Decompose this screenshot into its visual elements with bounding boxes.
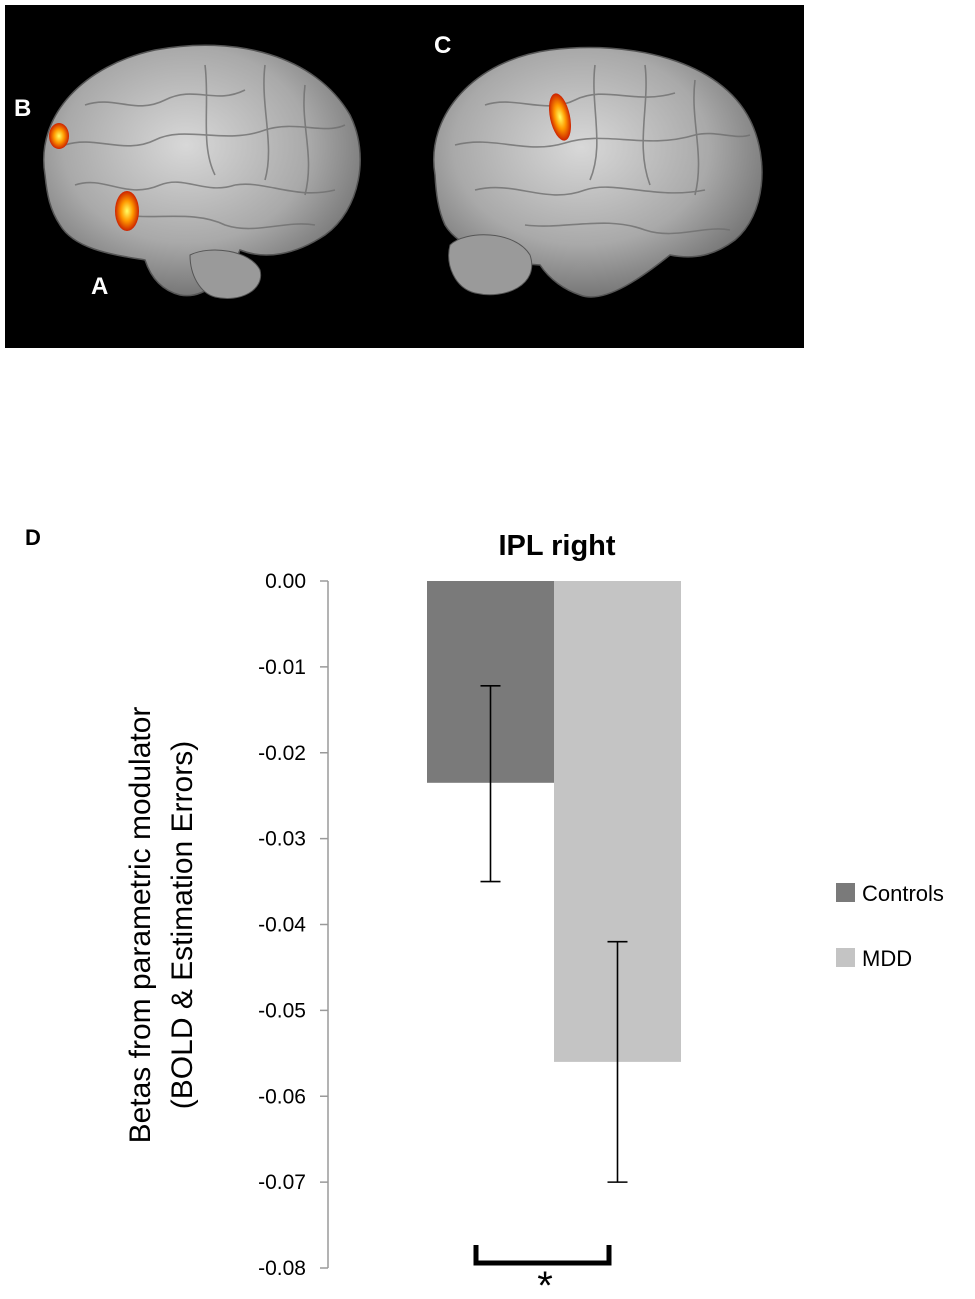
panel-label-b: B: [14, 95, 32, 122]
chart-title: IPL right: [498, 530, 615, 562]
y-tick-label: 0.00: [265, 570, 306, 593]
y-tick-label: -0.04: [258, 914, 306, 937]
y-tick-label: -0.08: [258, 1257, 306, 1280]
y-axis-label-line-2: (BOLD & Estimation Errors): [166, 741, 199, 1109]
significance-star: *: [537, 1264, 553, 1299]
y-axis: 0.00 -0.01 -0.02 -0.03 -0.04 -0.05 -0.06 -0.07 -…: [258, 570, 329, 1280]
legend-label-controls: Controls: [862, 881, 944, 906]
y-axis-label-line-1: Betas from parametric modulator: [124, 707, 157, 1144]
y-tick-label: -0.03: [258, 828, 306, 851]
bars: [427, 581, 681, 1062]
activation-blob-c: [549, 93, 571, 141]
brain-render-panel: B A C: [5, 5, 804, 348]
y-tick-label: -0.05: [258, 999, 306, 1022]
left-brain: [43, 44, 361, 299]
error-bars: [480, 684, 628, 1183]
y-tick-label: -0.07: [258, 1171, 306, 1194]
legend-label-mdd: MDD: [862, 946, 912, 971]
panel-label-a: A: [91, 273, 109, 300]
panel-label-d: D: [25, 525, 41, 550]
error-bar-mdd: [607, 940, 628, 1183]
brain-render-image: [43, 44, 763, 299]
y-tick-label: -0.02: [258, 742, 306, 765]
activation-blob-a: [115, 191, 139, 231]
panel-label-c: C: [434, 32, 452, 59]
right-brain: [433, 46, 763, 298]
legend-swatch-controls: [836, 883, 855, 902]
y-tick-label: -0.01: [258, 656, 306, 679]
significance-bracket: [473, 1245, 612, 1266]
error-bar-controls: [480, 684, 501, 883]
legend-swatch-mdd: [836, 948, 855, 967]
activation-blob-b: [49, 123, 69, 149]
legend: Controls MDD: [836, 881, 944, 971]
y-tick-label: -0.06: [258, 1085, 306, 1108]
